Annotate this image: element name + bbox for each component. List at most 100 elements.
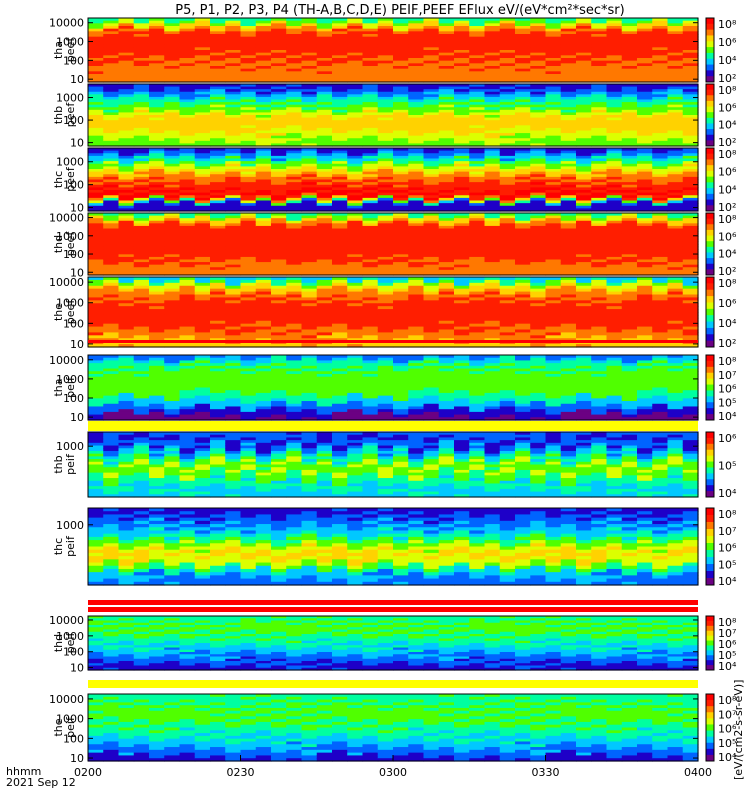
heatmap-cell — [271, 133, 287, 137]
heatmap-cell — [393, 112, 409, 116]
heatmap-cell — [454, 104, 470, 108]
heatmap-cell — [484, 125, 501, 129]
heatmap-cell — [606, 120, 623, 124]
heatmap-cell — [438, 109, 455, 114]
heatmap-cell — [362, 213, 379, 217]
heatmap-cell — [560, 256, 577, 261]
heatmap-cell — [652, 249, 669, 253]
heatmap-cell — [149, 309, 165, 313]
heatmap-cell — [499, 303, 516, 307]
heatmap-cell — [393, 314, 409, 319]
heatmap-cell — [179, 309, 196, 313]
heatmap-cell — [332, 236, 348, 240]
heatmap-cell — [210, 231, 226, 235]
heatmap-cell — [240, 246, 257, 250]
heatmap-cell — [103, 379, 120, 383]
heatmap-cell — [362, 332, 379, 336]
heatmap-cell — [271, 120, 287, 124]
heatmap-cell — [347, 294, 364, 299]
heatmap-cell — [545, 326, 562, 331]
heatmap-cell — [316, 262, 333, 266]
heatmap-cell — [225, 244, 242, 248]
heatmap-cell — [362, 297, 379, 301]
heatmap-cell — [149, 133, 165, 137]
heatmap-cell — [652, 197, 669, 202]
heatmap-cell — [560, 179, 577, 183]
heatmap-cell — [682, 122, 699, 126]
heatmap-cell — [377, 312, 394, 316]
heatmap-cell — [530, 285, 547, 290]
heatmap-cell — [576, 190, 592, 194]
heatmap-cell — [103, 74, 120, 78]
heatmap-cell — [576, 264, 592, 268]
heatmap-cell — [591, 249, 608, 253]
heatmap-cell — [271, 246, 287, 250]
heatmap-cell — [225, 200, 242, 204]
heatmap-cell — [438, 163, 455, 167]
heatmap-cell — [408, 135, 425, 139]
heatmap-cell — [164, 335, 181, 339]
heatmap-cell — [438, 166, 455, 170]
heatmap-cell — [194, 161, 211, 165]
colorbar-segment — [706, 165, 714, 172]
heatmap-cell — [301, 344, 318, 348]
heatmap-cell — [347, 208, 364, 212]
heatmap-cell — [332, 174, 348, 178]
heatmap-cell — [347, 220, 364, 224]
colorbar-tick-label: 10⁶ — [718, 230, 737, 243]
heatmap-cell — [332, 259, 348, 263]
heatmap-cell — [408, 288, 425, 293]
heatmap-cell — [515, 279, 531, 284]
heatmap-cell — [591, 344, 608, 348]
heatmap-cell — [88, 320, 104, 325]
heatmap-cell — [255, 148, 272, 152]
heatmap-cell — [652, 291, 669, 296]
heatmap-cell — [591, 251, 608, 255]
heatmap-cell — [423, 26, 440, 30]
heatmap-cell — [408, 112, 425, 116]
heatmap-cell — [637, 213, 653, 217]
heatmap-cell — [591, 236, 608, 240]
heatmap-cell — [484, 174, 501, 178]
heatmap-cell — [560, 84, 577, 88]
heatmap-cell — [210, 269, 226, 274]
heatmap-cell — [438, 213, 455, 217]
heatmap-cell — [408, 153, 425, 157]
panel-frame — [87, 212, 699, 276]
heatmap-cell — [499, 86, 516, 90]
heatmap-cell — [606, 166, 623, 170]
heatmap-cell — [301, 155, 318, 160]
heatmap-cell — [667, 241, 684, 245]
colorbar-tick-label: 10² — [718, 265, 736, 278]
heatmap-cell — [179, 68, 196, 72]
heatmap-cell — [682, 231, 699, 235]
heatmap-cell — [423, 76, 440, 80]
heatmap-cell — [316, 143, 333, 147]
heatmap-cell — [118, 117, 135, 121]
heatmap-cell — [606, 133, 623, 137]
heatmap-cell — [362, 231, 379, 235]
heatmap-cell — [408, 233, 425, 237]
heatmap-cell — [454, 143, 470, 147]
heatmap-cell — [133, 171, 150, 175]
heatmap-cell — [560, 138, 577, 142]
heatmap-cell — [393, 127, 409, 132]
heatmap-cell — [621, 323, 638, 328]
heatmap-cell — [118, 203, 135, 207]
heatmap-cell — [88, 368, 104, 372]
heatmap-cell — [682, 94, 699, 98]
heatmap-cell — [454, 285, 470, 290]
heatmap-cell — [164, 112, 181, 116]
heatmap-cell — [225, 259, 242, 263]
heatmap-cell — [118, 50, 135, 54]
heatmap-cell — [652, 190, 669, 194]
heatmap-cell — [591, 190, 608, 194]
heatmap-cell — [454, 52, 470, 56]
heatmap-cell — [530, 279, 547, 284]
heatmap-cell — [545, 50, 562, 54]
heatmap-cell — [133, 300, 150, 304]
heatmap-cell — [637, 267, 653, 271]
heatmap-cell — [393, 176, 409, 181]
heatmap-cell — [149, 200, 165, 204]
